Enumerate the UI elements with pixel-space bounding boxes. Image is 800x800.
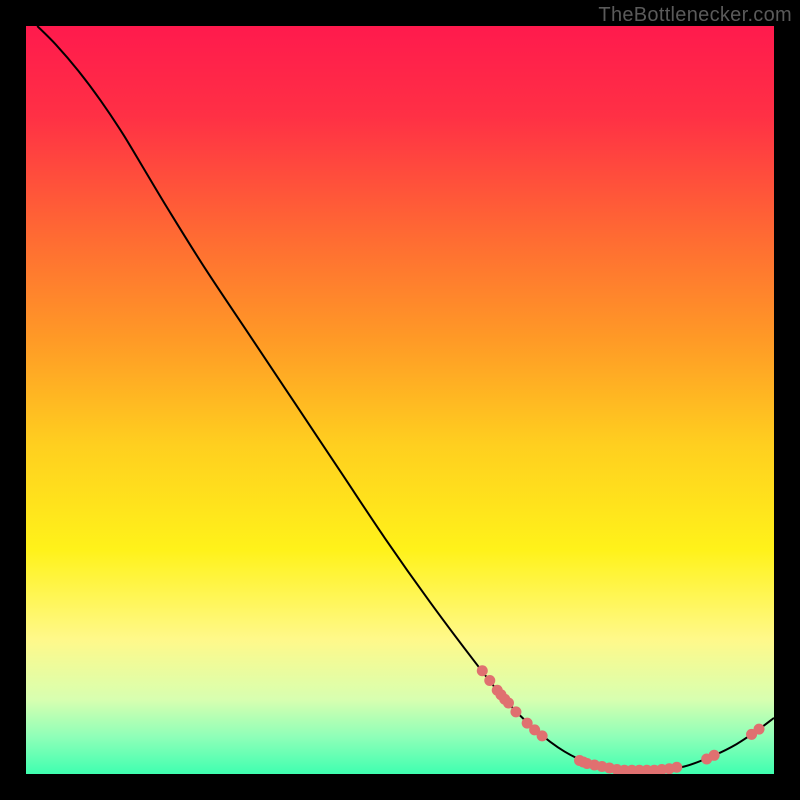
watermark-label: TheBottlenecker.com (598, 4, 792, 27)
data-marker (754, 724, 765, 735)
bottleneck-curve (37, 26, 774, 771)
data-markers (477, 665, 765, 774)
data-marker (510, 706, 521, 717)
data-marker (477, 665, 488, 676)
plot-area (26, 26, 774, 774)
data-marker (484, 675, 495, 686)
data-marker (671, 762, 682, 773)
data-marker (709, 750, 720, 761)
chart-container: TheBottlenecker.com (0, 0, 800, 800)
data-marker (503, 697, 514, 708)
data-marker (537, 730, 548, 741)
curve-layer (26, 26, 774, 774)
